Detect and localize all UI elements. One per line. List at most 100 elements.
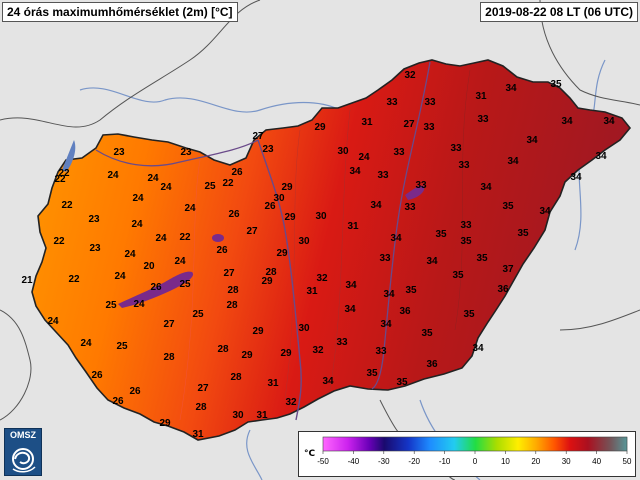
station-value: 25	[105, 300, 117, 311]
station-value: 35	[463, 309, 475, 320]
legend-scale: -50 -40 -30 -20 -10 0 10 20 30 40 50	[317, 436, 632, 466]
station-value: 35	[366, 368, 378, 379]
station-value: 29	[280, 348, 292, 359]
station-value: 24	[147, 173, 159, 184]
station-value: 34	[480, 182, 492, 193]
station-value: 33	[404, 202, 416, 213]
station-value: 34	[380, 319, 392, 330]
station-value: 24	[132, 193, 144, 204]
station-value: 34	[526, 135, 538, 146]
lake-velence	[212, 234, 224, 242]
station-value: 23	[88, 214, 100, 225]
station-value: 31	[361, 117, 373, 128]
station-value: 28	[227, 285, 239, 296]
station-value: 33	[379, 253, 391, 264]
station-value: 21	[21, 275, 33, 286]
station-value: 22	[179, 232, 191, 243]
station-value: 32	[312, 345, 324, 356]
station-value: 34	[561, 116, 573, 127]
station-value: 26	[216, 245, 228, 256]
station-value: 30	[298, 236, 310, 247]
station-value: 35	[435, 229, 447, 240]
station-value: 24	[184, 203, 196, 214]
station-value: 31	[192, 429, 204, 440]
station-value: 33	[377, 170, 389, 181]
station-value: 24	[174, 256, 186, 267]
station-value: 29	[159, 418, 171, 429]
legend-tick-label: -10	[439, 457, 451, 466]
station-value: 29	[281, 182, 293, 193]
legend-tick-label: 40	[592, 457, 601, 466]
station-value: 25	[179, 279, 191, 290]
station-value: 33	[477, 114, 489, 125]
station-value: 23	[113, 147, 125, 158]
station-value: 33	[415, 180, 427, 191]
station-value: 25	[192, 309, 204, 320]
station-value: 33	[460, 220, 472, 231]
station-value: 34	[344, 304, 356, 315]
legend-tick-label: -20	[408, 457, 420, 466]
station-value: 34	[505, 83, 517, 94]
lake-tisza	[405, 185, 425, 200]
station-value: 29	[276, 248, 288, 259]
station-value: 34	[370, 200, 382, 211]
color-legend: -50 -40 -30 -20 -10 0 10 20 30 40 50 °C	[298, 431, 636, 477]
legend-tick-label: 50	[623, 457, 632, 466]
station-value: 34	[539, 206, 551, 217]
station-value: 30	[315, 211, 327, 222]
station-value: 31	[475, 91, 487, 102]
station-value: 35	[502, 201, 514, 212]
station-value: 26	[264, 201, 276, 212]
station-value: 27	[163, 319, 175, 330]
station-value: 34	[603, 116, 615, 127]
station-value: 23	[89, 243, 101, 254]
station-value: 25	[204, 181, 216, 192]
station-value: 24	[358, 152, 370, 163]
station-value: 22	[53, 236, 65, 247]
station-value: 27	[223, 268, 235, 279]
station-value: 24	[160, 182, 172, 193]
station-value: 36	[426, 359, 438, 370]
station-value: 33	[386, 97, 398, 108]
station-value: 30	[232, 410, 244, 421]
legend-tick-label: -30	[378, 457, 390, 466]
station-value: 24	[124, 249, 136, 260]
legend-unit: °C	[304, 449, 316, 459]
station-value: 26	[228, 209, 240, 220]
station-value: 34	[390, 233, 402, 244]
station-value: 34	[345, 280, 357, 291]
station-value: 29	[252, 326, 264, 337]
station-value: 24	[131, 219, 143, 230]
station-value: 24	[155, 233, 167, 244]
omsz-logo: OMSZ	[4, 428, 42, 476]
station-value: 28	[163, 352, 175, 363]
station-value: 34	[426, 256, 438, 267]
station-value: 29	[261, 276, 273, 287]
station-value: 26	[150, 282, 162, 293]
station-value: 27	[252, 131, 264, 142]
station-value: 22	[61, 200, 73, 211]
legend-tick-label: 0	[473, 457, 478, 466]
station-value: 27	[246, 226, 258, 237]
station-value: 36	[399, 306, 411, 317]
station-value: 26	[112, 396, 124, 407]
station-value: 35	[421, 328, 433, 339]
station-value: 33	[458, 160, 470, 171]
station-value: 23	[262, 144, 274, 155]
station-value: 29	[284, 212, 296, 223]
legend-tick-label: -50	[317, 457, 329, 466]
station-value: 30	[337, 146, 349, 157]
station-value: 29	[241, 350, 253, 361]
station-value: 30	[298, 323, 310, 334]
station-value: 33	[424, 97, 436, 108]
station-value: 27	[403, 119, 415, 130]
station-value: 22	[68, 274, 80, 285]
station-value: 30	[273, 193, 285, 204]
station-value: 22	[58, 168, 70, 179]
station-value: 34	[507, 156, 519, 167]
datetime-label: 2019-08-22 08 LT (06 UTC)	[480, 2, 638, 22]
station-value: 28	[226, 300, 238, 311]
station-value: 37	[502, 264, 514, 275]
